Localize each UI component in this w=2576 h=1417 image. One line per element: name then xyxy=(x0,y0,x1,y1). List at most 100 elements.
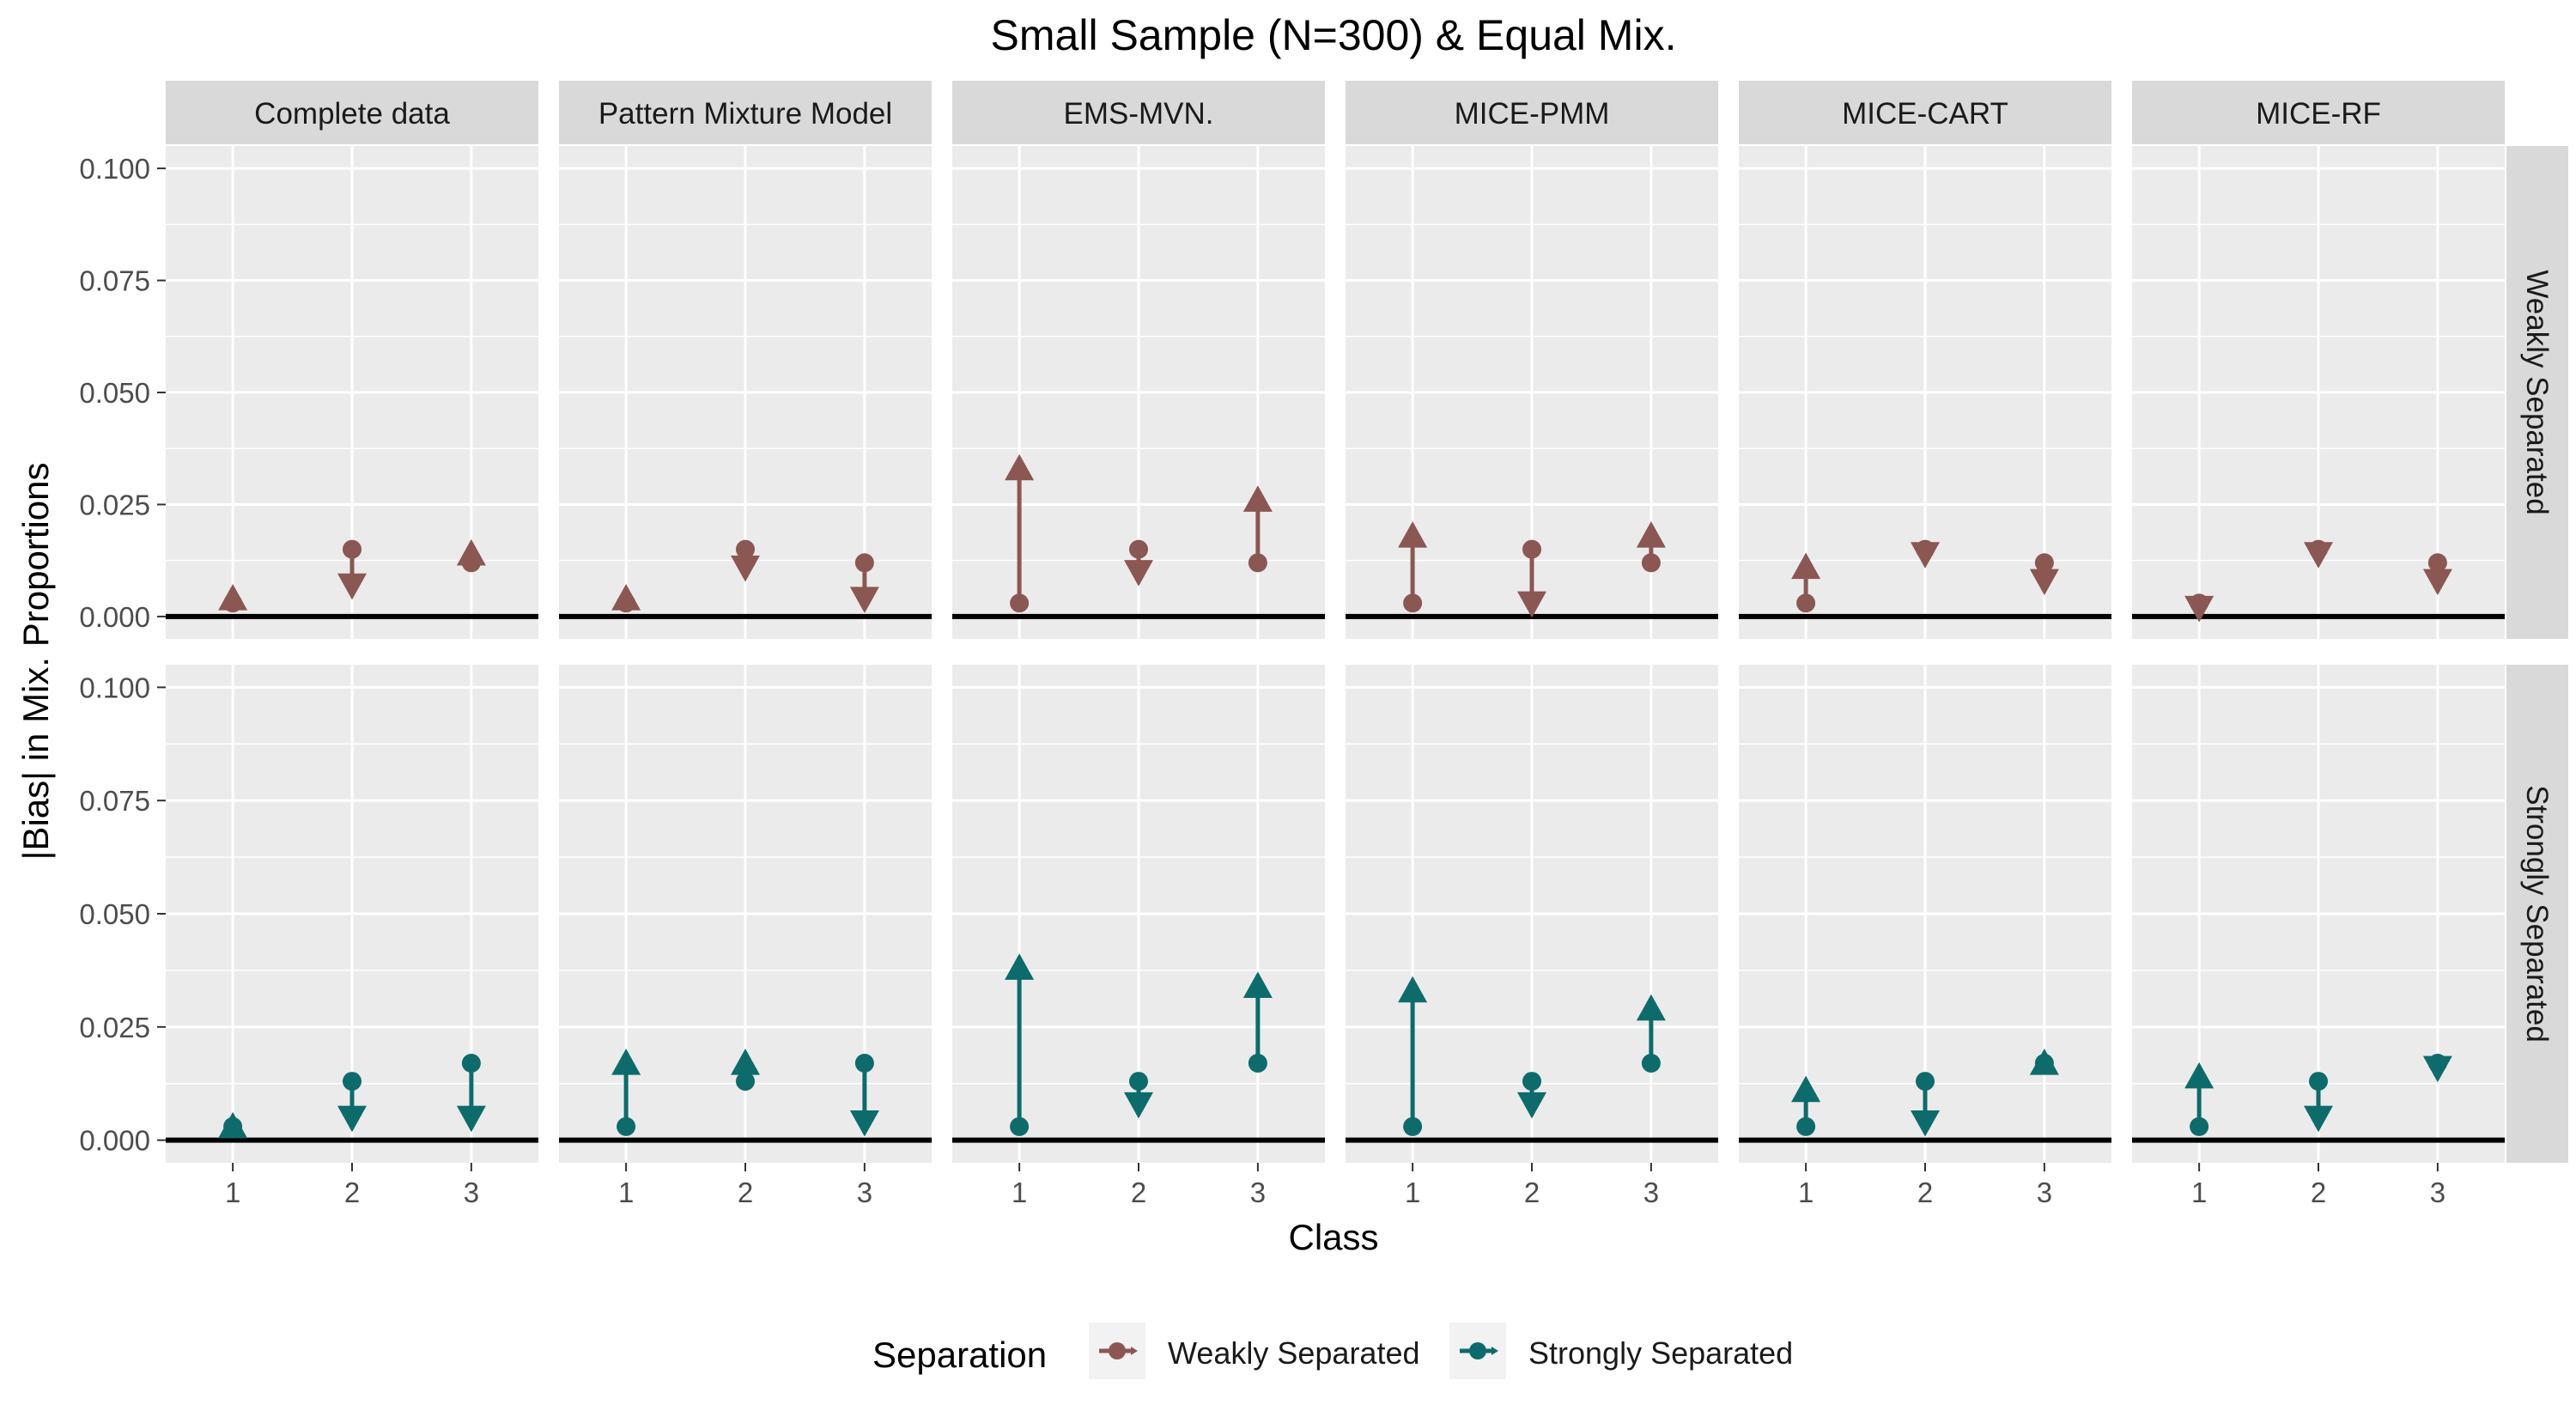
arrowhead-up xyxy=(1005,953,1035,980)
facet-strip-right xyxy=(2506,665,2568,1163)
legend-label-strong: Strongly Separated xyxy=(1528,1335,1793,1371)
facet-label-row: Weakly Separated xyxy=(2520,270,2554,514)
facet-label-column: MICE-RF xyxy=(2256,97,2381,131)
start-point-weak xyxy=(1403,593,1423,613)
facet-label-column: EMS-MVN. xyxy=(1064,97,1214,131)
facet-label-row: Strongly Separated xyxy=(2520,785,2554,1043)
arrowhead-up xyxy=(2029,1049,2059,1075)
x-axis-label: Class xyxy=(1288,1217,1378,1257)
x-tick-label: 1 xyxy=(2191,1177,2207,1208)
x-tick-label: 2 xyxy=(1917,1177,1933,1208)
facet-label-column: Pattern Mixture Model xyxy=(598,97,892,131)
arrowhead-down xyxy=(2304,542,2333,569)
x-tick-label: 1 xyxy=(618,1177,634,1208)
arrowhead-down xyxy=(337,573,367,600)
arrowhead-down xyxy=(1124,1092,1153,1119)
start-point-weak xyxy=(1796,593,1816,613)
x-tick-label: 1 xyxy=(1012,1177,1027,1208)
x-tick-label: 2 xyxy=(344,1177,360,1208)
start-point-strong xyxy=(1248,1054,1267,1073)
x-tick-label: 2 xyxy=(1524,1177,1540,1208)
legend-arrow-weak xyxy=(1131,1347,1138,1355)
arrowhead-up xyxy=(1791,1075,1821,1103)
x-tick-label: 2 xyxy=(738,1177,753,1208)
facet-strips-layer: Complete data Pattern Mixture Model EMS-MV… xyxy=(166,81,2568,1163)
legend-label-weak: Weakly Separated xyxy=(1168,1335,1420,1371)
arrowhead-down xyxy=(849,587,879,614)
start-point-strong xyxy=(2190,1116,2209,1136)
facet-strip-top xyxy=(1346,81,1718,144)
y-tick-label: 0.075 xyxy=(79,265,150,297)
start-point-strong xyxy=(736,1072,755,1092)
y-tick-label: 0.000 xyxy=(79,1125,150,1157)
arrowhead-down xyxy=(1517,591,1546,618)
arrowhead-up xyxy=(731,1049,760,1075)
arrowhead-down xyxy=(2029,569,2059,596)
start-point-strong xyxy=(343,1072,361,1092)
start-point-strong xyxy=(2309,1072,2328,1092)
start-point-weak xyxy=(1010,593,1030,613)
arrowhead-up xyxy=(218,584,248,611)
y-tick-label: 0.025 xyxy=(79,1012,150,1043)
start-point-weak xyxy=(1522,539,1541,559)
facet-label-column: MICE-PMM xyxy=(1455,97,1610,131)
start-point-weak xyxy=(1129,539,1148,559)
x-tick-label: 1 xyxy=(225,1177,240,1208)
start-point-weak xyxy=(1641,553,1661,573)
x-tick-label: 3 xyxy=(1643,1177,1659,1208)
legend-arrow-strong xyxy=(1492,1347,1498,1355)
arrowhead-down xyxy=(2184,595,2215,623)
start-point-strong xyxy=(1403,1116,1423,1136)
arrowhead-up xyxy=(456,538,486,566)
y-tick-label: 0.075 xyxy=(79,785,150,817)
y-axis-label: |Bias| in Mix. Proportions xyxy=(15,463,56,861)
start-point-strong xyxy=(1522,1072,1541,1092)
arrowhead-up xyxy=(1242,485,1273,512)
x-tick-label: 1 xyxy=(1405,1177,1420,1208)
start-point-weak xyxy=(2034,553,2054,573)
arrowhead-down xyxy=(1124,560,1153,587)
x-tick-label: 3 xyxy=(1250,1177,1266,1208)
arrowhead-down xyxy=(337,1105,367,1133)
y-tick-label: 0.050 xyxy=(79,898,150,930)
start-point-weak xyxy=(343,539,361,559)
facet-strip-top xyxy=(166,81,538,144)
start-point-strong xyxy=(1641,1054,1661,1073)
start-point-weak xyxy=(736,539,755,559)
y-tick-label: 0.000 xyxy=(79,601,150,633)
facet-strip-top xyxy=(1739,81,2111,144)
facet-strip-top xyxy=(952,81,1325,144)
arrowhead-up xyxy=(2184,1061,2215,1089)
x-tick-label: 3 xyxy=(2037,1177,2052,1208)
arrowhead-down xyxy=(1911,1110,1940,1137)
marks-layer xyxy=(218,453,2452,1139)
start-point-weak xyxy=(854,553,874,573)
x-tick-label: 2 xyxy=(2311,1177,2326,1208)
y-tick-label: 0.050 xyxy=(79,377,150,409)
legend-title: Separation xyxy=(872,1335,1047,1375)
legend-strong-glyph xyxy=(1460,1342,1498,1359)
arrowhead-down xyxy=(731,555,760,582)
arrowhead-down xyxy=(849,1110,879,1137)
arrowhead-down xyxy=(2422,569,2452,596)
arrowhead-up xyxy=(1636,994,1666,1021)
y-tick-label: 0.025 xyxy=(79,489,150,520)
start-point-strong xyxy=(1129,1072,1148,1092)
y-tick-label: 0.100 xyxy=(79,672,150,703)
start-point-strong xyxy=(1010,1116,1030,1136)
facet-label-column: Complete data xyxy=(254,97,450,131)
x-tick-label: 2 xyxy=(1131,1177,1146,1208)
start-point-weak xyxy=(1248,553,1267,573)
arrowhead-up xyxy=(611,584,641,611)
arrowhead-down xyxy=(1911,542,1940,569)
arrowhead-down xyxy=(2304,1105,2333,1133)
x-tick-label: 3 xyxy=(2430,1177,2445,1208)
arrowhead-up xyxy=(1005,453,1035,481)
arrowhead-up xyxy=(1636,520,1666,548)
x-tick-label: 3 xyxy=(464,1177,479,1208)
start-point-weak xyxy=(2427,553,2447,573)
axes-layer: 0.000 0.025 0.050 0.075 0.100 0.000 0.025 0.050… xyxy=(79,153,2445,1208)
x-tick-label: 3 xyxy=(857,1177,872,1208)
arrowhead-up xyxy=(1242,971,1273,998)
